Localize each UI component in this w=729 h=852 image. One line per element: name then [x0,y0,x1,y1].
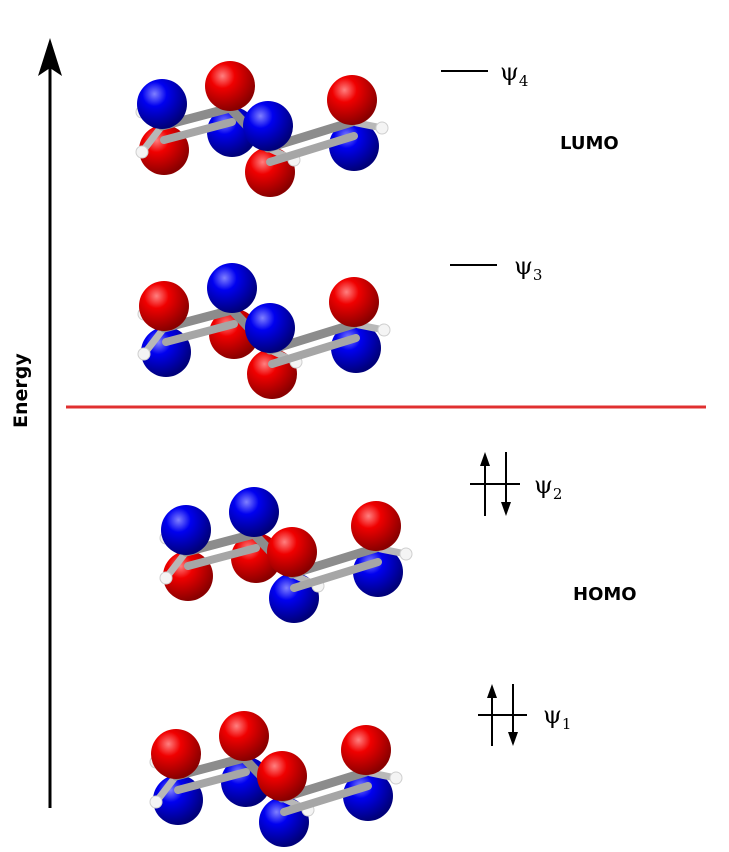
psi-subscript: 3 [533,266,543,284]
lobe-upper-red [329,277,379,327]
label-psi4: ψ4 [500,58,528,90]
psi-symbol: ψ [534,471,553,499]
lobe-upper-blue [229,487,279,537]
molecule-psi4 [135,61,389,197]
hydrogen-atom [135,145,149,159]
label-psi1: ψ1 [543,701,571,733]
orbital-psi2: ψ2 [159,452,562,623]
psi-symbol: ψ [543,701,562,729]
lobe-upper-blue [243,101,293,151]
hydrogen-atom [137,347,151,361]
lobe-upper-red [351,501,401,551]
electron-pair-psi2 [470,452,520,516]
cc-pi-bond [266,132,358,166]
lobe-upper-red [327,75,377,125]
cc-pi-bond [290,558,382,592]
molecule-psi3 [137,263,391,399]
hydrogen-atom [377,323,391,337]
hydrogen-atom [149,795,163,809]
lobe-upper-blue [137,79,187,129]
cc-pi-bond [268,334,360,368]
label-psi3: ψ3 [514,252,542,284]
orbital-psi1: ψ1 [149,684,571,847]
lobe-upper-red [267,527,317,577]
spin-down-arrowhead [508,732,518,746]
lobe-upper-blue [161,505,211,555]
lumo-label: LUMO [560,133,619,154]
psi-subscript: 1 [562,715,572,733]
molecule-psi1 [149,711,403,847]
spin-up-arrowhead [487,684,497,698]
hydrogen-atom [399,547,413,561]
lobe-upper-red [341,725,391,775]
orbital-psi3: ψ3 [137,252,542,399]
hydrogen-atom [375,121,389,135]
lobe-upper-red [219,711,269,761]
lobe-lower-blue [331,323,381,373]
hydrogen-atom [159,571,173,585]
lobe-lower-blue [329,121,379,171]
psi-subscript: 4 [519,72,529,90]
psi-subscript: 2 [553,485,563,503]
lobe-upper-red [205,61,255,111]
spin-down-arrowhead [501,502,511,516]
cc-pi-bond [160,118,236,144]
lobe-upper-red [139,281,189,331]
molecule-psi2 [159,487,413,623]
energy-axis-label: Energy [10,353,32,428]
energy-axis: Energy [10,38,62,808]
energy-axis-arrowhead [38,38,62,76]
cc-pi-bond [162,320,238,346]
spin-up-arrowhead [480,452,490,466]
lobe-upper-blue [245,303,295,353]
psi-symbol: ψ [514,252,533,280]
homo-label: HOMO [573,584,637,605]
lobe-lower-blue [343,771,393,821]
psi-symbol: ψ [500,58,519,86]
cc-pi-bond [174,768,250,794]
electron-pair-psi1 [478,684,527,746]
lobe-lower-blue [353,547,403,597]
cc-pi-bond [184,544,260,570]
lobe-upper-red [151,729,201,779]
hydrogen-atom [389,771,403,785]
lobe-upper-blue [207,263,257,313]
label-psi2: ψ2 [534,471,562,503]
orbital-psi4: ψ4 [135,58,528,197]
cc-pi-bond [280,782,372,816]
lobe-upper-red [257,751,307,801]
